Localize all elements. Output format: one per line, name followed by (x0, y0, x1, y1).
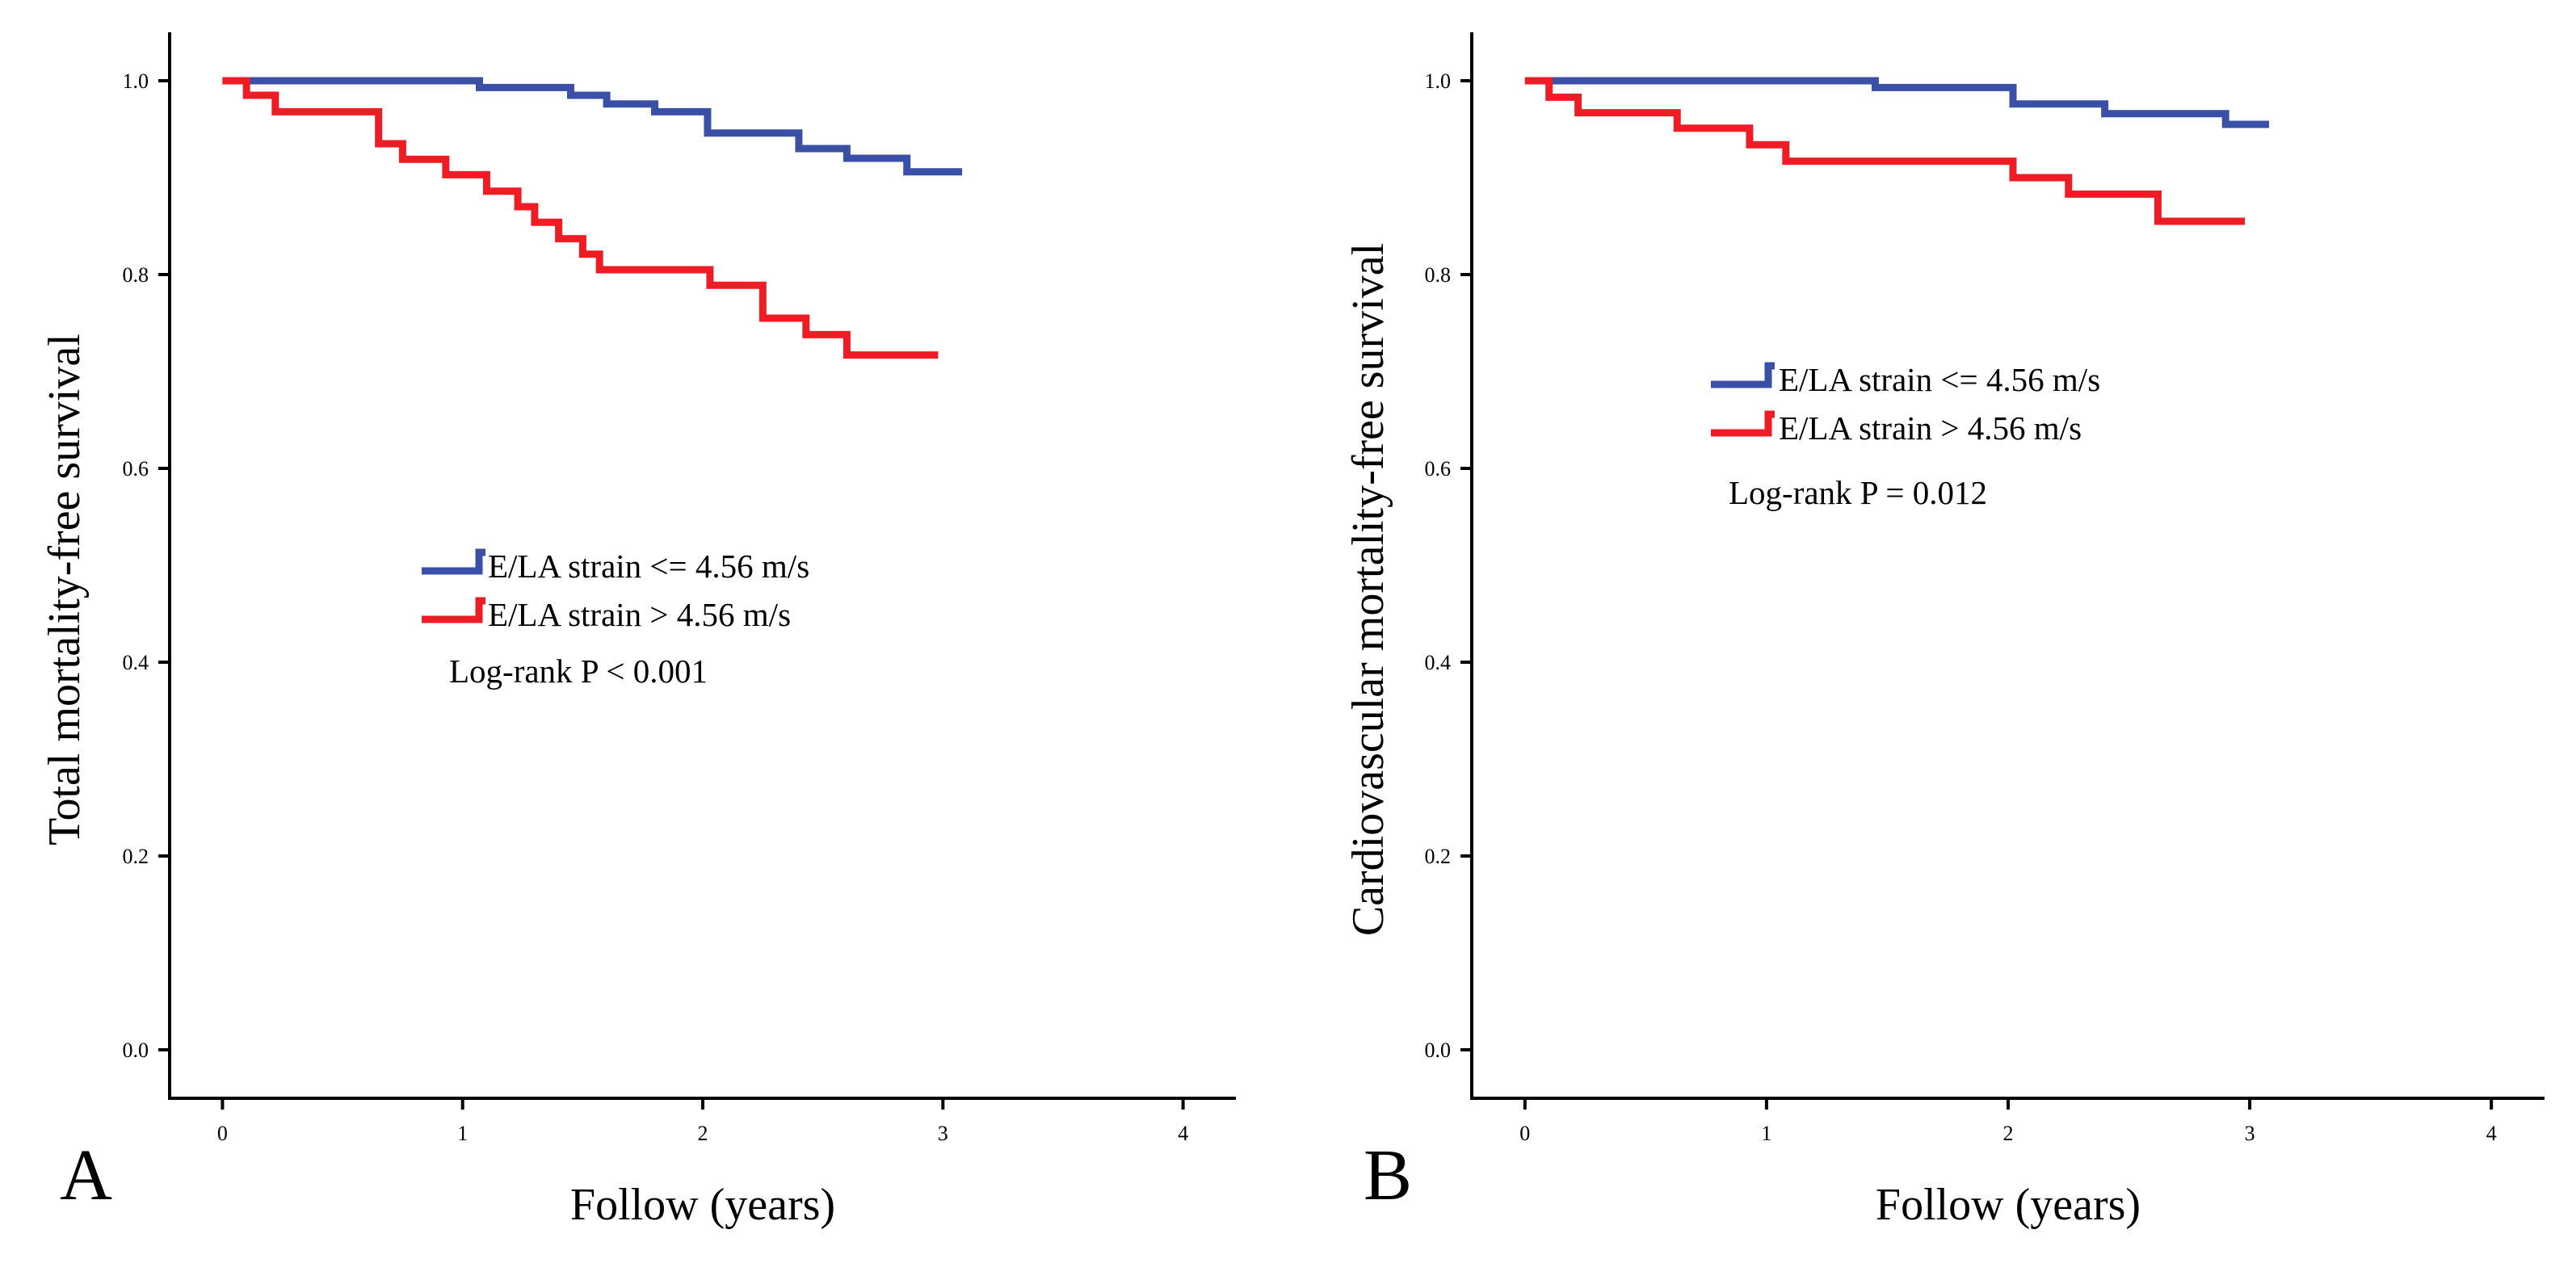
x-tick-label: 0 (1519, 1122, 1530, 1145)
panel-b: 0 1 2 3 4 0.0 0.2 0.4 0.6 0.8 1.0 E/LA strain <= … (1343, 32, 2544, 1230)
y-tick-label: 0.4 (123, 651, 149, 674)
x-tick-label: 0 (217, 1122, 228, 1145)
y-tick-label: 0.0 (1425, 1039, 1452, 1062)
y-tick-label: 0.2 (1425, 845, 1452, 868)
legend-label-blue-a: E/LA strain <= 4.56 m/s (488, 548, 809, 585)
legend-label-red-b: E/LA strain > 4.56 m/s (1779, 409, 2082, 447)
curves-a (222, 77, 963, 359)
y-tick-label: 0.0 (123, 1039, 149, 1062)
panel-label-b: B (1364, 1135, 1412, 1215)
panel-label-a: A (60, 1135, 112, 1215)
survival-curve-high-ratio-b (1524, 77, 2246, 225)
logrank-annotation-b: Log-rank P = 0.012 (1729, 474, 1987, 511)
legend-swatch-red-a (422, 597, 485, 623)
x-tick-label: 2 (698, 1122, 708, 1145)
x-ticks-a: 0 1 2 3 4 (217, 1098, 1188, 1145)
y-tick-label: 1.0 (1425, 69, 1452, 93)
y-tick-label: 0.2 (123, 845, 149, 868)
survival-curve-low-ratio-a (222, 77, 963, 176)
survival-curve-low-ratio-b (1524, 77, 2270, 128)
legend-label-red-a: E/LA strain > 4.56 m/s (488, 596, 791, 633)
y-tick-label: 0.6 (123, 457, 149, 480)
legend-label-blue-b: E/LA strain <= 4.56 m/s (1779, 361, 2100, 398)
y-tick-label: 0.6 (1425, 457, 1452, 480)
x-tick-label: 1 (1761, 1122, 1771, 1145)
legend-b: E/LA strain <= 4.56 m/s E/LA strain > 4.… (1711, 361, 2100, 511)
legend-a: E/LA strain <= 4.56 m/s E/LA strain > 4.… (422, 548, 809, 690)
axes-frame-b (1470, 32, 2544, 1100)
y-tick-label: 0.4 (1425, 651, 1452, 674)
x-tick-label: 4 (2486, 1122, 2497, 1145)
y-tick-label: 0.8 (1425, 263, 1452, 287)
x-tick-label: 3 (2245, 1122, 2255, 1145)
axes-frame-a (168, 32, 1236, 1100)
legend-swatch-blue-b (1711, 362, 1775, 388)
logrank-annotation-a: Log-rank P < 0.001 (449, 652, 708, 690)
y-tick-label: 1.0 (123, 69, 149, 93)
y-ticks-b: 0.0 0.2 0.4 0.6 0.8 1.0 (1425, 69, 1472, 1062)
y-tick-label: 0.8 (123, 263, 149, 287)
y-axis-title-a: Total mortality-free survival (40, 334, 90, 845)
x-tick-label: 4 (1178, 1122, 1188, 1145)
curves-b (1524, 77, 2270, 225)
x-tick-label: 1 (457, 1122, 468, 1145)
y-ticks-a: 0.0 0.2 0.4 0.6 0.8 1.0 (123, 69, 170, 1062)
survival-curve-high-ratio-a (222, 77, 939, 359)
x-axis-title-a: Follow (years) (570, 1180, 835, 1230)
x-axis-title-b: Follow (years) (1876, 1180, 2141, 1230)
x-ticks-b: 0 1 2 3 4 (1519, 1098, 2497, 1145)
panel-a: 0 1 2 3 4 0.0 0.2 0.4 0.6 0.8 1.0 E/LA strain <= … (40, 32, 1236, 1230)
legend-swatch-red-b (1711, 410, 1775, 437)
y-axis-title-b: Cardiovascular mortality-free survival (1343, 243, 1393, 936)
x-tick-label: 3 (938, 1122, 948, 1145)
x-tick-label: 2 (2003, 1122, 2014, 1145)
legend-swatch-blue-a (422, 548, 485, 575)
